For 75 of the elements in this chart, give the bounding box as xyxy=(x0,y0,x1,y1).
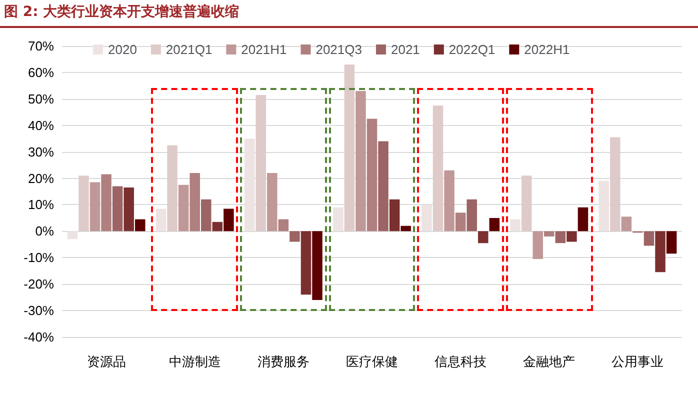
bar xyxy=(378,141,388,232)
bar xyxy=(244,138,255,232)
bar xyxy=(167,145,178,232)
y-tick-label: 0% xyxy=(35,224,54,239)
bar xyxy=(521,176,532,232)
bar xyxy=(400,226,411,232)
bar xyxy=(312,231,322,300)
bar xyxy=(124,188,134,232)
bar xyxy=(135,219,146,232)
y-tick-label: 40% xyxy=(28,118,54,133)
bar xyxy=(278,219,289,232)
bar xyxy=(455,212,466,232)
bar xyxy=(489,218,500,232)
bar xyxy=(256,94,266,232)
y-tick-label: 30% xyxy=(28,144,54,160)
bar xyxy=(190,172,200,232)
y-tick-label: -40% xyxy=(24,330,54,344)
bar xyxy=(366,118,378,232)
bar xyxy=(478,231,488,244)
x-tick-label: 中游制造 xyxy=(168,354,221,369)
bar xyxy=(655,231,666,272)
bar xyxy=(224,208,234,232)
bar xyxy=(267,172,278,232)
bar xyxy=(578,207,588,232)
x-tick-label: 公用事业 xyxy=(612,354,664,369)
x-tick-label: 资源品 xyxy=(86,354,126,369)
bar xyxy=(532,231,543,259)
bar xyxy=(432,106,444,232)
y-tick-label: 70% xyxy=(28,38,54,54)
bar xyxy=(178,184,189,232)
legend-label: 2021Q3 xyxy=(316,42,362,57)
bar xyxy=(101,174,112,232)
bar xyxy=(510,219,520,232)
legend-label: 2021Q1 xyxy=(166,42,212,57)
bar xyxy=(389,199,400,232)
legend-label: 2021H1 xyxy=(241,42,287,57)
y-tick-label: 10% xyxy=(28,197,54,212)
x-tick-label: 医疗保健 xyxy=(346,354,398,369)
bar xyxy=(644,231,654,246)
x-tick-label: 消费服务 xyxy=(257,354,310,369)
y-tick-label: -30% xyxy=(24,303,54,318)
bar xyxy=(112,186,123,232)
bar xyxy=(666,231,677,254)
y-tick-label: 50% xyxy=(28,91,54,106)
bar xyxy=(290,231,300,242)
chart-title: 图 2: 大类行业资本开支增速普遍收缩 xyxy=(4,3,240,21)
bar xyxy=(67,231,78,240)
bar xyxy=(544,231,554,236)
legend-label: 2021 xyxy=(390,42,420,57)
bar xyxy=(422,204,432,232)
bar xyxy=(356,90,366,232)
x-tick-label: 金融地产 xyxy=(523,354,576,369)
legend-label: 2020 xyxy=(108,42,137,57)
bar xyxy=(156,208,166,232)
bar xyxy=(444,170,454,232)
bar xyxy=(598,180,609,232)
x-tick-label: 信息科技 xyxy=(434,354,487,369)
bar xyxy=(300,231,312,295)
bar xyxy=(90,182,100,232)
y-tick-label: -10% xyxy=(24,250,54,266)
bar xyxy=(78,176,89,232)
bar xyxy=(610,137,620,232)
bar xyxy=(566,231,577,242)
bar xyxy=(621,216,632,232)
legend-label: 2022Q1 xyxy=(448,42,496,57)
bar xyxy=(555,231,566,244)
y-tick-label: 60% xyxy=(28,64,54,80)
bar xyxy=(201,199,212,232)
bar xyxy=(466,199,477,232)
legend-label: 2022H1 xyxy=(524,42,570,57)
bar xyxy=(344,64,355,232)
y-tick-label: 20% xyxy=(28,170,54,186)
bar xyxy=(333,207,344,232)
bar xyxy=(212,222,223,232)
y-tick-label: -20% xyxy=(24,276,54,292)
